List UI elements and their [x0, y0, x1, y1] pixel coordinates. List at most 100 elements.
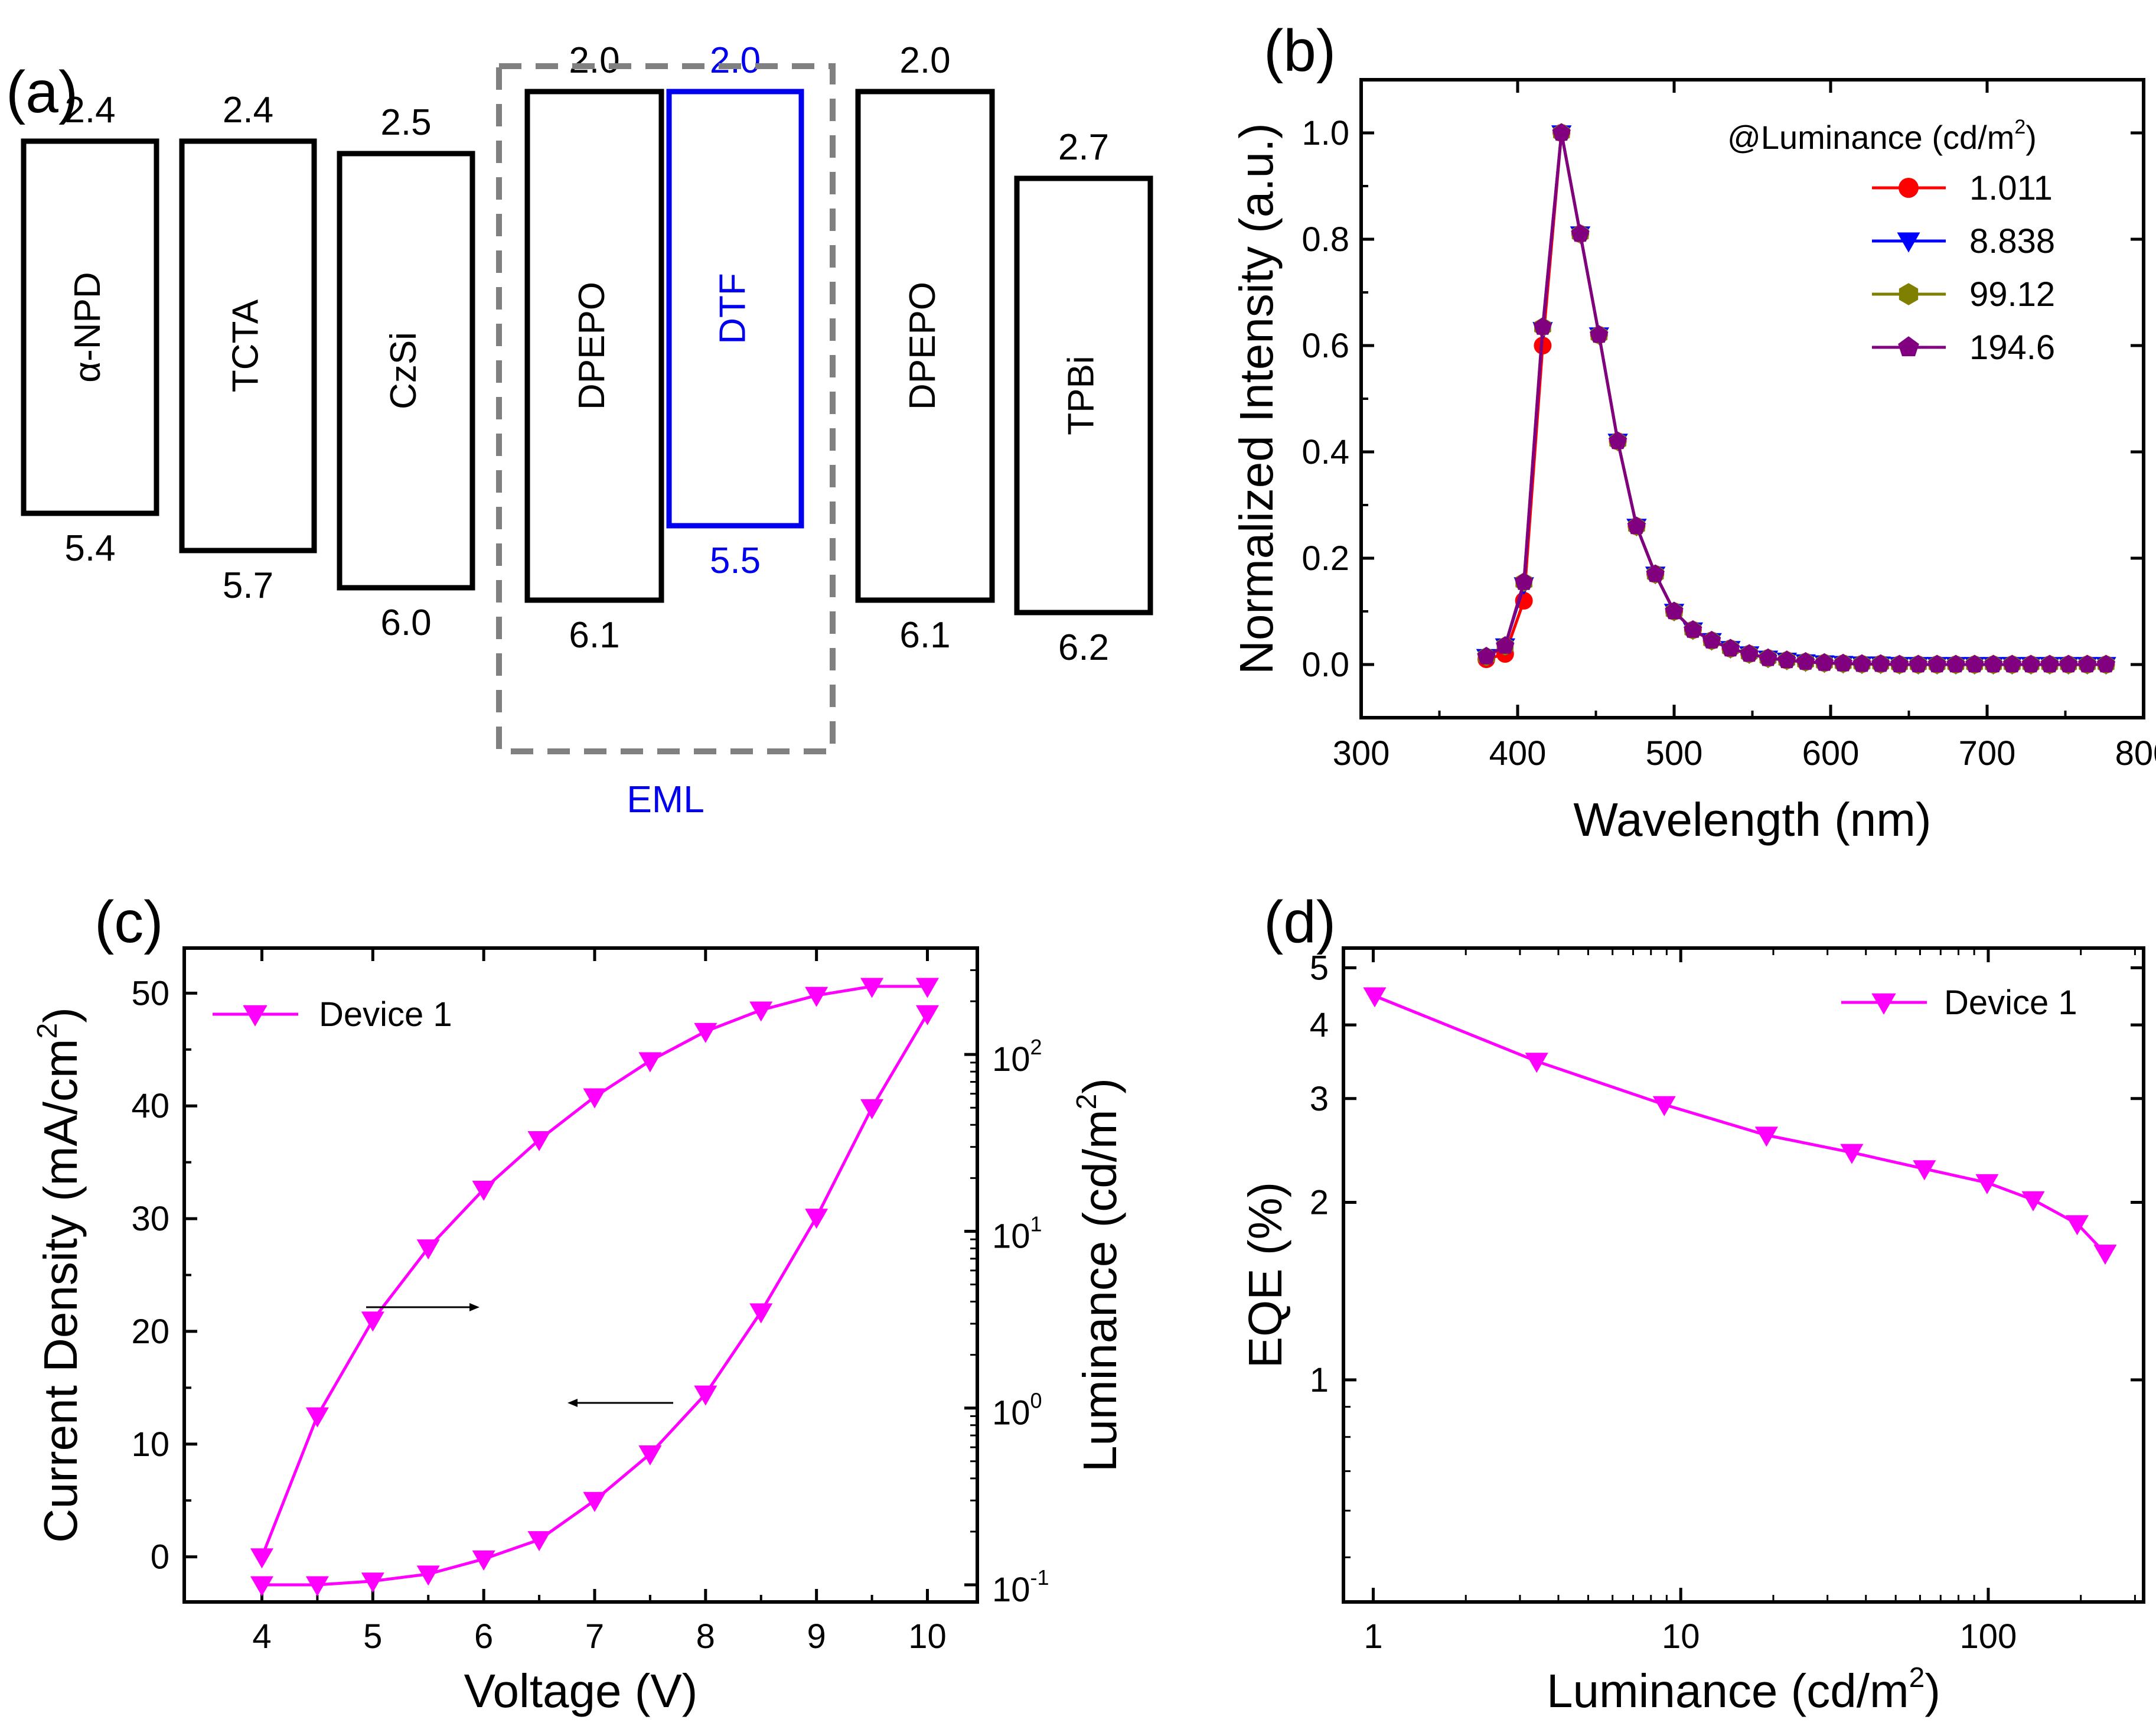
lumo-label-0: 2.4	[64, 90, 115, 131]
data-point	[638, 1052, 662, 1073]
data-point	[1965, 654, 1984, 673]
x-tick-label: 4	[252, 1617, 271, 1656]
text-part: Luminance (cd/m	[1074, 1109, 1126, 1472]
text-part: @Luminance (cd/m	[1727, 119, 2014, 156]
x-axis-title: Wavelength (nm)	[1573, 793, 1931, 846]
data-point	[1608, 431, 1627, 450]
layer-box-6	[1014, 175, 1153, 616]
x-tick-label: 7	[585, 1617, 604, 1656]
x-tick-label: 800	[2115, 734, 2156, 773]
homo-label-1: 5.7	[223, 565, 273, 606]
lumo-label-1: 2.4	[223, 90, 273, 131]
y-tick-label: 0.8	[1302, 220, 1349, 259]
data-point	[1984, 654, 2003, 673]
eml-dashed-box	[496, 63, 836, 754]
text-part: Luminance (cd/m	[1547, 1665, 1909, 1717]
data-point	[1975, 1174, 1999, 1194]
text-part: 0	[1030, 1389, 1042, 1413]
homo-label-4: 5.5	[710, 540, 761, 581]
legend-marker	[1897, 232, 1920, 253]
y2-tick-label-3: 102	[992, 1035, 1042, 1079]
data-point	[915, 978, 940, 998]
panel-label-d: (d)	[1264, 889, 1336, 955]
layer-name-3: DPEPO	[572, 282, 612, 410]
data-point	[1834, 653, 1852, 672]
data-point	[1927, 654, 1946, 673]
legend-marker	[1899, 178, 1919, 198]
homo-label-0: 5.4	[64, 528, 115, 569]
y-tick-label: 50	[131, 974, 169, 1012]
series-line-3	[1485, 132, 2106, 666]
text-part: 2	[32, 1023, 63, 1039]
layer-box-1	[179, 138, 317, 553]
data-point	[805, 1209, 829, 1229]
data-point	[361, 1572, 384, 1593]
lumo-label-5: 2.0	[899, 40, 950, 81]
data-point	[2077, 654, 2097, 673]
data-point	[1652, 1096, 1676, 1116]
data-point	[694, 1385, 717, 1406]
x-tick-label: 10	[908, 1617, 947, 1656]
y-axis-title: Current Density (mA/cm2)	[32, 1007, 87, 1543]
x-axis-title: Voltage (V)	[464, 1665, 698, 1717]
data-point	[2021, 1191, 2045, 1212]
lumo-label-3: 2.0	[569, 40, 619, 81]
y2-tick-label-0: 10-1	[992, 1565, 1049, 1609]
data-point	[2059, 654, 2078, 673]
legend-entry-2: 99.12	[1969, 275, 2055, 314]
text-part: 10	[992, 1394, 1030, 1432]
layer-box-4	[666, 89, 804, 529]
text-part: 10	[992, 1217, 1030, 1255]
homo-label-2: 6.0	[380, 603, 431, 643]
arrow-right-head	[469, 1303, 480, 1311]
plot-frame	[1342, 946, 2145, 1604]
data-point	[1363, 987, 1387, 1008]
panel-label-b: (b)	[1264, 18, 1336, 84]
data-point	[915, 1005, 940, 1025]
y-tick-label: 20	[131, 1313, 169, 1351]
text-part: 10	[992, 1571, 1030, 1609]
y-tick-label: 0.4	[1302, 433, 1349, 471]
lumo-label-6: 2.7	[1058, 127, 1109, 168]
layer-name-1: TCTA	[225, 299, 266, 392]
text-part: -1	[1030, 1565, 1049, 1590]
text-part: )	[2025, 119, 2037, 156]
x-tick-label: 8	[696, 1617, 715, 1656]
x-tick-label: 400	[1489, 734, 1547, 773]
y-axis-title: EQE (%)	[1239, 1182, 1291, 1369]
data-point	[1754, 1126, 1778, 1147]
homo-label-3: 6.1	[569, 615, 619, 656]
text-part: 2	[1071, 1094, 1103, 1110]
data-point	[1815, 653, 1834, 671]
text-part: 2	[1909, 1662, 1925, 1694]
x-tick-label: 5	[363, 1617, 382, 1656]
panel-label-a: (a)	[6, 59, 78, 125]
text-part: 1	[1030, 1212, 1042, 1236]
data-point	[2002, 654, 2022, 673]
data-point	[1571, 224, 1590, 242]
homo-label-5: 6.1	[899, 615, 950, 656]
x-tick-label: 1	[1364, 1617, 1382, 1656]
data-point	[1759, 648, 1777, 666]
data-point	[1946, 654, 1965, 673]
legend-marker	[1871, 993, 1896, 1015]
data-point	[527, 1531, 551, 1552]
data-point	[1590, 325, 1609, 343]
y-tick-label: 0.0	[1302, 646, 1349, 684]
data-point	[1514, 572, 1534, 590]
text-part: Current Density (mA/cm	[34, 1038, 87, 1542]
data-point	[749, 1001, 773, 1022]
data-point	[583, 1491, 606, 1512]
series-line-0	[260, 985, 928, 1558]
y-tick-label: 30	[131, 1200, 169, 1238]
panel-b-el-spectra: 300 400 500 600 700 800 0.0 0.2 0.4 0.6 0.8 1.0 Wave…	[1230, 78, 2156, 846]
y-tick-label: 0.2	[1302, 539, 1349, 578]
data-point	[1740, 644, 1759, 662]
y-tick-label: 40	[131, 1087, 169, 1125]
y-tick-label: 1	[1310, 1361, 1329, 1399]
data-point	[527, 1131, 551, 1152]
data-point	[1533, 317, 1552, 335]
data-point	[583, 1088, 606, 1109]
layer-box-0	[21, 138, 159, 516]
